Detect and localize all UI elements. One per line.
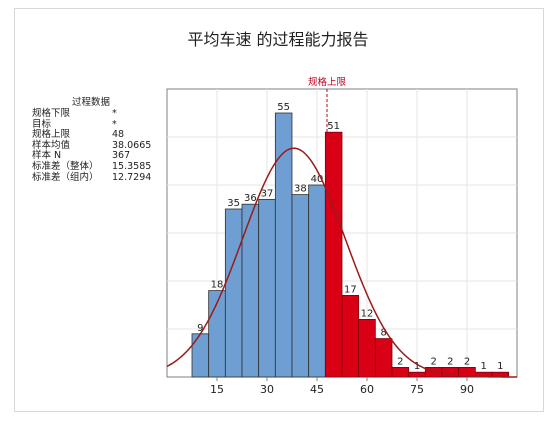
bar-count-label: 12 (361, 308, 374, 319)
bar-count-label: 1 (480, 361, 486, 372)
stat-value: 48 (112, 129, 125, 141)
bar-count-label: 2 (447, 356, 453, 367)
x-tick-label: 30 (260, 383, 274, 396)
usl-label: 规格上限 (308, 76, 347, 88)
bar-count-label: 36 (244, 193, 257, 204)
process-data-title: 过程数据 (71, 97, 110, 108)
bar-count-label: 51 (327, 121, 340, 132)
x-tick-label: 90 (460, 383, 474, 396)
bar-count-label: 38 (294, 184, 307, 195)
bar-count-label: 2 (464, 356, 470, 367)
bar-count-label: 2 (430, 356, 436, 367)
histogram-bar-out-of-spec (341, 294, 360, 378)
x-tick-label: 15 (210, 383, 224, 396)
histogram-bar-out-of-spec (408, 371, 426, 378)
stat-value: 15.3585 (112, 160, 152, 172)
bar-count-label: 18 (211, 280, 224, 291)
histogram-bar (258, 198, 276, 378)
stat-value: 367 (112, 150, 131, 162)
bar-count-label: 55 (277, 102, 290, 113)
bar-count-label: 9 (197, 323, 203, 334)
bar-count-label: 1 (497, 361, 503, 372)
stat-label: 规格上限 (32, 129, 71, 141)
stat-label: 样本 N (32, 150, 62, 162)
x-tick-label: 75 (410, 383, 424, 396)
bar-count-label: 17 (344, 284, 357, 295)
bar-count-label: 8 (380, 328, 386, 339)
bar-count-label: 2 (397, 356, 403, 367)
histogram-bar (241, 203, 260, 378)
stat-row-target: 目标 * (32, 118, 162, 131)
stat-value: * (112, 108, 117, 119)
histogram-bar (308, 184, 326, 378)
bar-count-label: 35 (227, 198, 240, 209)
bar-count-label: 1 (414, 361, 420, 372)
histogram-bar-out-of-spec (374, 338, 393, 378)
bar-count-label: 40 (311, 174, 324, 185)
stat-label: 目标 (32, 118, 52, 130)
normal-curve (166, 147, 517, 378)
histogram-bar-out-of-spec (324, 131, 343, 378)
x-tick-label: 60 (360, 383, 374, 396)
histogram-bar-out-of-spec (358, 318, 376, 378)
report-title: 平均车速 的过程能力报告 (187, 30, 369, 49)
histogram-bar (224, 208, 243, 378)
histogram-bar (291, 194, 310, 378)
bar-count-label: 37 (261, 188, 274, 199)
stat-label: 标准差（整体） (32, 160, 99, 172)
stat-row-n: 样本 N 367 (32, 151, 162, 162)
stat-row-mean: 样本均值 38.0665 (32, 139, 162, 152)
stat-value: 12.7294 (112, 171, 152, 183)
stat-row-lsl: 规格下限 * (32, 108, 162, 120)
x-tick-label: 45 (310, 383, 324, 396)
histogram-bar (191, 333, 210, 378)
histogram-bar-out-of-spec (391, 366, 410, 378)
stat-row-stdev-overall: 标准差（整体） 15.3585 (32, 160, 162, 173)
stat-value: 38.0665 (112, 139, 152, 151)
process-data-panel: 过程数据 规格下限 * 目标 * 规格上限 48 样本均值 38.0665 样本… (32, 94, 162, 183)
stat-label: 标准差（组内） (32, 171, 99, 183)
stat-row-stdev-within: 标准差（组内） 12.7294 (32, 171, 162, 184)
stat-value: * (112, 118, 117, 130)
stat-row-usl: 规格上限 48 (32, 130, 162, 141)
stat-label: 样本均值 (32, 139, 71, 151)
stat-label: 规格下限 (32, 108, 71, 119)
